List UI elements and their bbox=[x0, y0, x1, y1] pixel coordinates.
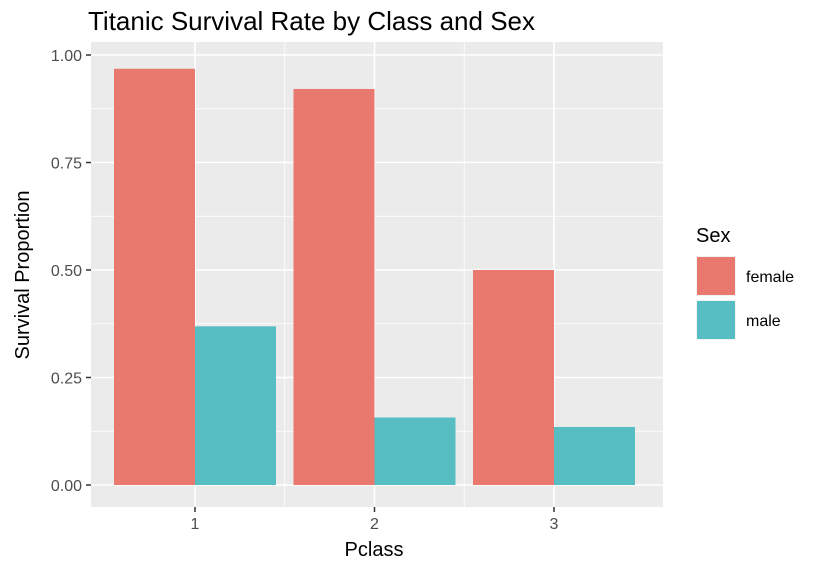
y-tick-label: 0.00 bbox=[51, 478, 82, 495]
legend-title: Sex bbox=[696, 225, 730, 247]
y-tick-label: 0.75 bbox=[51, 156, 82, 173]
bar-male-class-1 bbox=[195, 326, 276, 485]
y-tick-label: 0.25 bbox=[51, 371, 82, 388]
x-tick-label: 2 bbox=[370, 516, 379, 533]
bar-male-class-2 bbox=[374, 417, 456, 485]
x-tick-label: 3 bbox=[550, 516, 559, 533]
y-axis: 0.00 0.25 0.50 0.75 1.00 bbox=[51, 48, 91, 495]
bar-male-class-3 bbox=[554, 426, 635, 485]
bars bbox=[114, 68, 635, 485]
bar-female-class-2 bbox=[293, 88, 375, 485]
legend-label-female: female bbox=[746, 269, 794, 286]
legend-swatch-male bbox=[697, 301, 735, 339]
y-tick-label: 1.00 bbox=[51, 48, 82, 65]
bar-female-class-1 bbox=[114, 68, 195, 485]
bar-female-class-3 bbox=[473, 270, 554, 485]
y-tick-label: 0.50 bbox=[51, 263, 82, 280]
legend-swatch-female bbox=[697, 257, 735, 295]
y-axis-title: Survival Proportion bbox=[12, 191, 34, 360]
x-axis: 1 2 3 bbox=[191, 507, 559, 533]
chart-title: Titanic Survival Rate by Class and Sex bbox=[88, 6, 535, 36]
legend: Sex female male bbox=[696, 225, 794, 340]
legend-label-male: male bbox=[746, 313, 781, 330]
x-tick-label: 1 bbox=[191, 516, 200, 533]
x-axis-title: Pclass bbox=[345, 539, 404, 561]
